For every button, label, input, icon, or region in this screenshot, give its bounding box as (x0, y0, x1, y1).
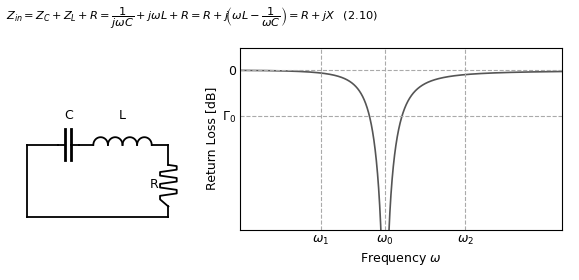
X-axis label: Frequency $\omega$: Frequency $\omega$ (360, 251, 442, 267)
Text: C: C (64, 109, 73, 122)
Text: $Z_{in} = Z_C + Z_L + R = \dfrac{1}{j\omega C} + j\omega L + R = R + j\!\left(\o: $Z_{in} = Z_C + Z_L + R = \dfrac{1}{j\om… (6, 6, 378, 31)
Y-axis label: Return Loss [dB]: Return Loss [dB] (205, 87, 218, 190)
Text: L: L (119, 109, 126, 122)
Text: R: R (149, 178, 158, 192)
